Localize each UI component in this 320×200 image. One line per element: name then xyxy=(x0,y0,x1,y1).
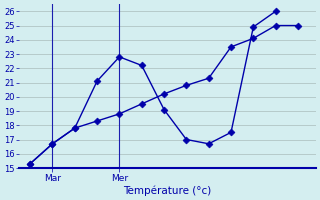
X-axis label: Température (°c): Température (°c) xyxy=(123,185,212,196)
